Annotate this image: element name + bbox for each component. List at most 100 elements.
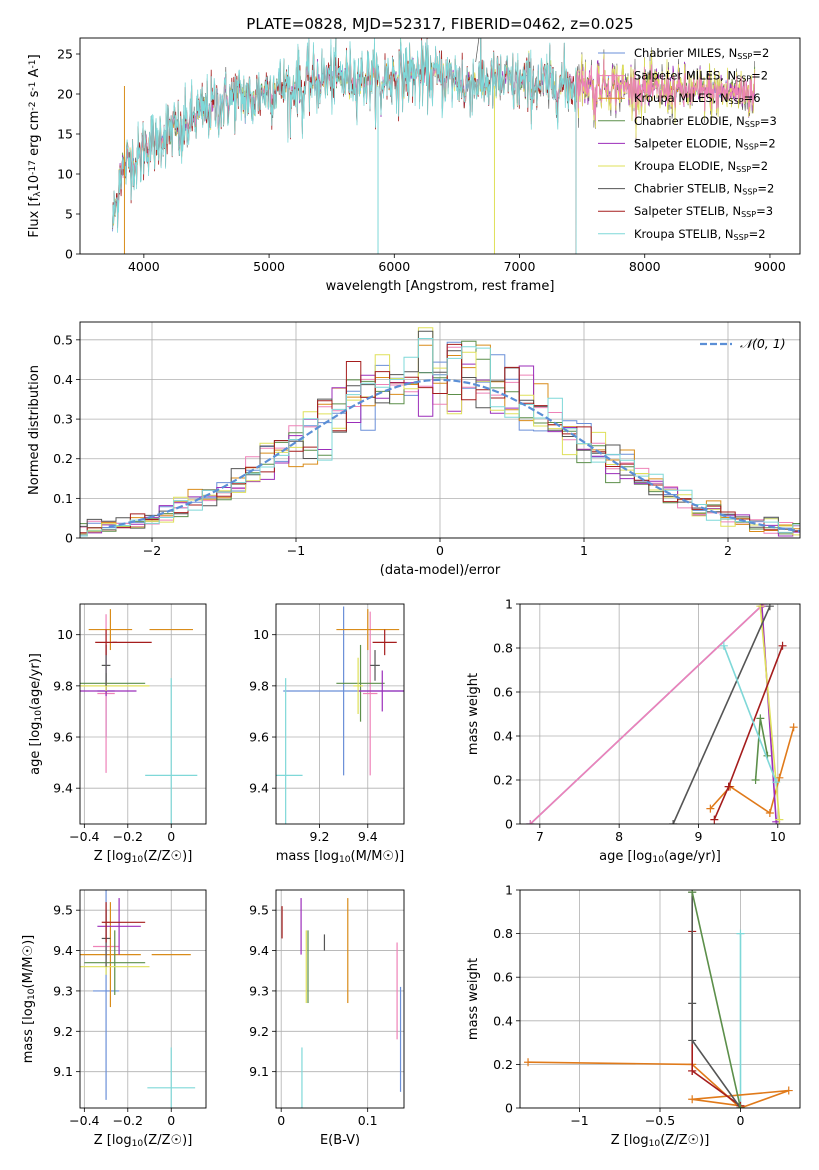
plot-area [520,604,800,824]
x-tick-label: 7 [536,829,544,844]
y-tick-label: 9.1 [53,1064,73,1079]
legend-entry: Kroupa ELODIE, NSSP=2 [634,159,768,174]
axes-frame [79,603,207,825]
plot-area [276,604,404,824]
x-axis-label: mass [log10(M/M☉)] [276,849,404,865]
mass-weight-marker [765,604,774,611]
x-tick-label: 9 [694,829,702,844]
x-axis-label: Z [log10(Z/Z☉)] [94,1133,193,1149]
mass-weight-marker [765,809,774,817]
plot-area [80,890,206,1108]
mass-weight-marker [688,890,697,897]
panel-mass-weight-vs-age: 7 8 9 10 0 0.2 0.4 0.6 0.8 1 age [log10(age/yr)] ma… [466,597,801,865]
mass-weight-marker [772,778,781,787]
x-tick-label: 8000 [629,259,661,274]
y-tick-label: 5 [65,207,73,222]
spectrum-series-line [112,38,577,254]
mass-weight-marker [669,820,678,824]
y-tick-label: 9.8 [53,678,73,693]
panel-spectrum: 4000 5000 6000 7000 8000 9000 0 5 10 15 20 25 wavele… [27,37,801,294]
y-tick-label: 0.8 [493,926,513,941]
y-tick-label: 0.5 [53,332,73,347]
y-tick-label: 15 [57,127,73,142]
panel-age-vs-mass: 9.2 9.4 9.4 9.6 9.8 10 mass [log10(M/M☉)] [249,603,405,865]
mass-weight-marker [756,604,765,611]
x-tick-label: −0.4 [69,829,99,844]
x-tick-label: −0.5 [645,1113,675,1128]
plot-area [80,604,206,824]
mass-weight-marker [719,641,728,650]
x-axis-label: Z [log10(Z/Z☉)] [611,1133,710,1149]
histogram-series-step [80,344,800,537]
x-tick-label: 6000 [378,259,410,274]
y-tick-label: 0.4 [53,372,73,387]
y-tick-label: 10 [253,627,269,642]
x-tick-label: 9.4 [358,829,378,844]
mass-weight-series-line [759,606,781,820]
x-tick-label: 0 [436,543,444,558]
mass-weight-series-line [761,606,777,822]
mass-weight-marker [710,815,719,824]
gaussian-reference-curve [108,378,800,533]
y-tick-label: 0.1 [53,491,73,506]
legend-entry: Chabrier MILES, NSSP=2 [634,46,769,61]
x-tick-label: 0.1 [358,1113,378,1128]
y-tick-label: 20 [57,87,73,102]
mass-weight-marker [784,1086,793,1095]
y-tick-label: 9.3 [53,983,73,998]
x-tick-label: 0 [167,829,175,844]
mass-weight-marker [524,1058,533,1067]
x-tick-label: 5000 [253,259,285,274]
panel-mass-weight-vs-Z: −1 −0.5 0 0 0.2 0.4 0.6 0.8 1 Z [log10(Z/Z☉)] mass… [466,883,801,1149]
spectrum-spike [475,38,480,63]
spectrum-legend: Chabrier MILES, NSSP=2 Salpeter MILES, NS… [598,46,777,242]
legend-entry: Kroupa MILES, NSSP=6 [634,91,761,106]
y-tick-label: 0 [65,531,73,546]
histogram-series-step [80,338,800,537]
axes-frame [519,889,801,1109]
y-tick-label: 10 [57,627,73,642]
plot-area [276,890,404,1108]
mass-weight-series-line [723,645,777,783]
mass-weight-marker [688,1066,697,1075]
y-tick-label: 9.8 [249,678,269,693]
y-tick-label: 0.2 [493,1057,513,1072]
x-tick-label: 8 [615,829,623,844]
x-axis-label: (data-model)/error [380,563,501,578]
mass-weight-series-line [527,1061,789,1108]
panel-age-vs-Z: −0.4 −0.2 0 9.4 9.6 9.8 10 Z [log10(Z/Z☉)] age [… [28,603,207,865]
axes-frame [79,321,801,539]
x-axis-label: wavelength [Angstrom, rest frame] [326,279,555,294]
histogram-series-step [80,327,800,536]
y-tick-label: 0 [65,247,73,262]
x-tick-label: 9000 [754,259,786,274]
x-tick-label: −0.4 [69,1113,99,1128]
mass-weight-marker [724,782,733,791]
mass-weight-series-line [529,604,765,824]
y-tick-label: 9.4 [249,781,269,796]
y-tick-label: 9.1 [249,1064,269,1079]
legend-entry: Salpeter MILES, NSSP=2 [634,69,768,84]
x-tick-label: −2 [143,543,161,558]
x-tick-label: 4000 [128,259,160,274]
mass-weight-marker [756,714,765,723]
y-tick-label: 0.6 [493,685,513,700]
x-axis-label: Z [log10(Z/Z☉)] [94,849,193,865]
x-tick-label: 7000 [504,259,536,274]
x-tick-label: 0 [167,1113,175,1128]
y-tick-label: 0.6 [493,970,513,985]
mass-weight-marker [751,776,760,784]
legend-entry: Kroupa STELIB, NSSP=2 [634,227,766,242]
x-axis-label: E(B-V) [320,1133,360,1148]
y-tick-label: 1 [505,597,513,612]
mass-weight-marker [736,1104,745,1108]
mass-weight-series-line [691,892,742,1108]
y-axis-label: Flux [fλ10-17 erg cm-2 s-1 A-1] [27,54,43,237]
x-axis-label: age [log10(age/yr)] [599,849,721,865]
y-tick-label: 9.4 [249,943,269,958]
legend-entry: Chabrier ELODIE, NSSP=3 [634,114,777,129]
y-tick-label: 9.5 [249,903,269,918]
y-tick-label: 10 [57,167,73,182]
axes-frame [275,889,405,1109]
